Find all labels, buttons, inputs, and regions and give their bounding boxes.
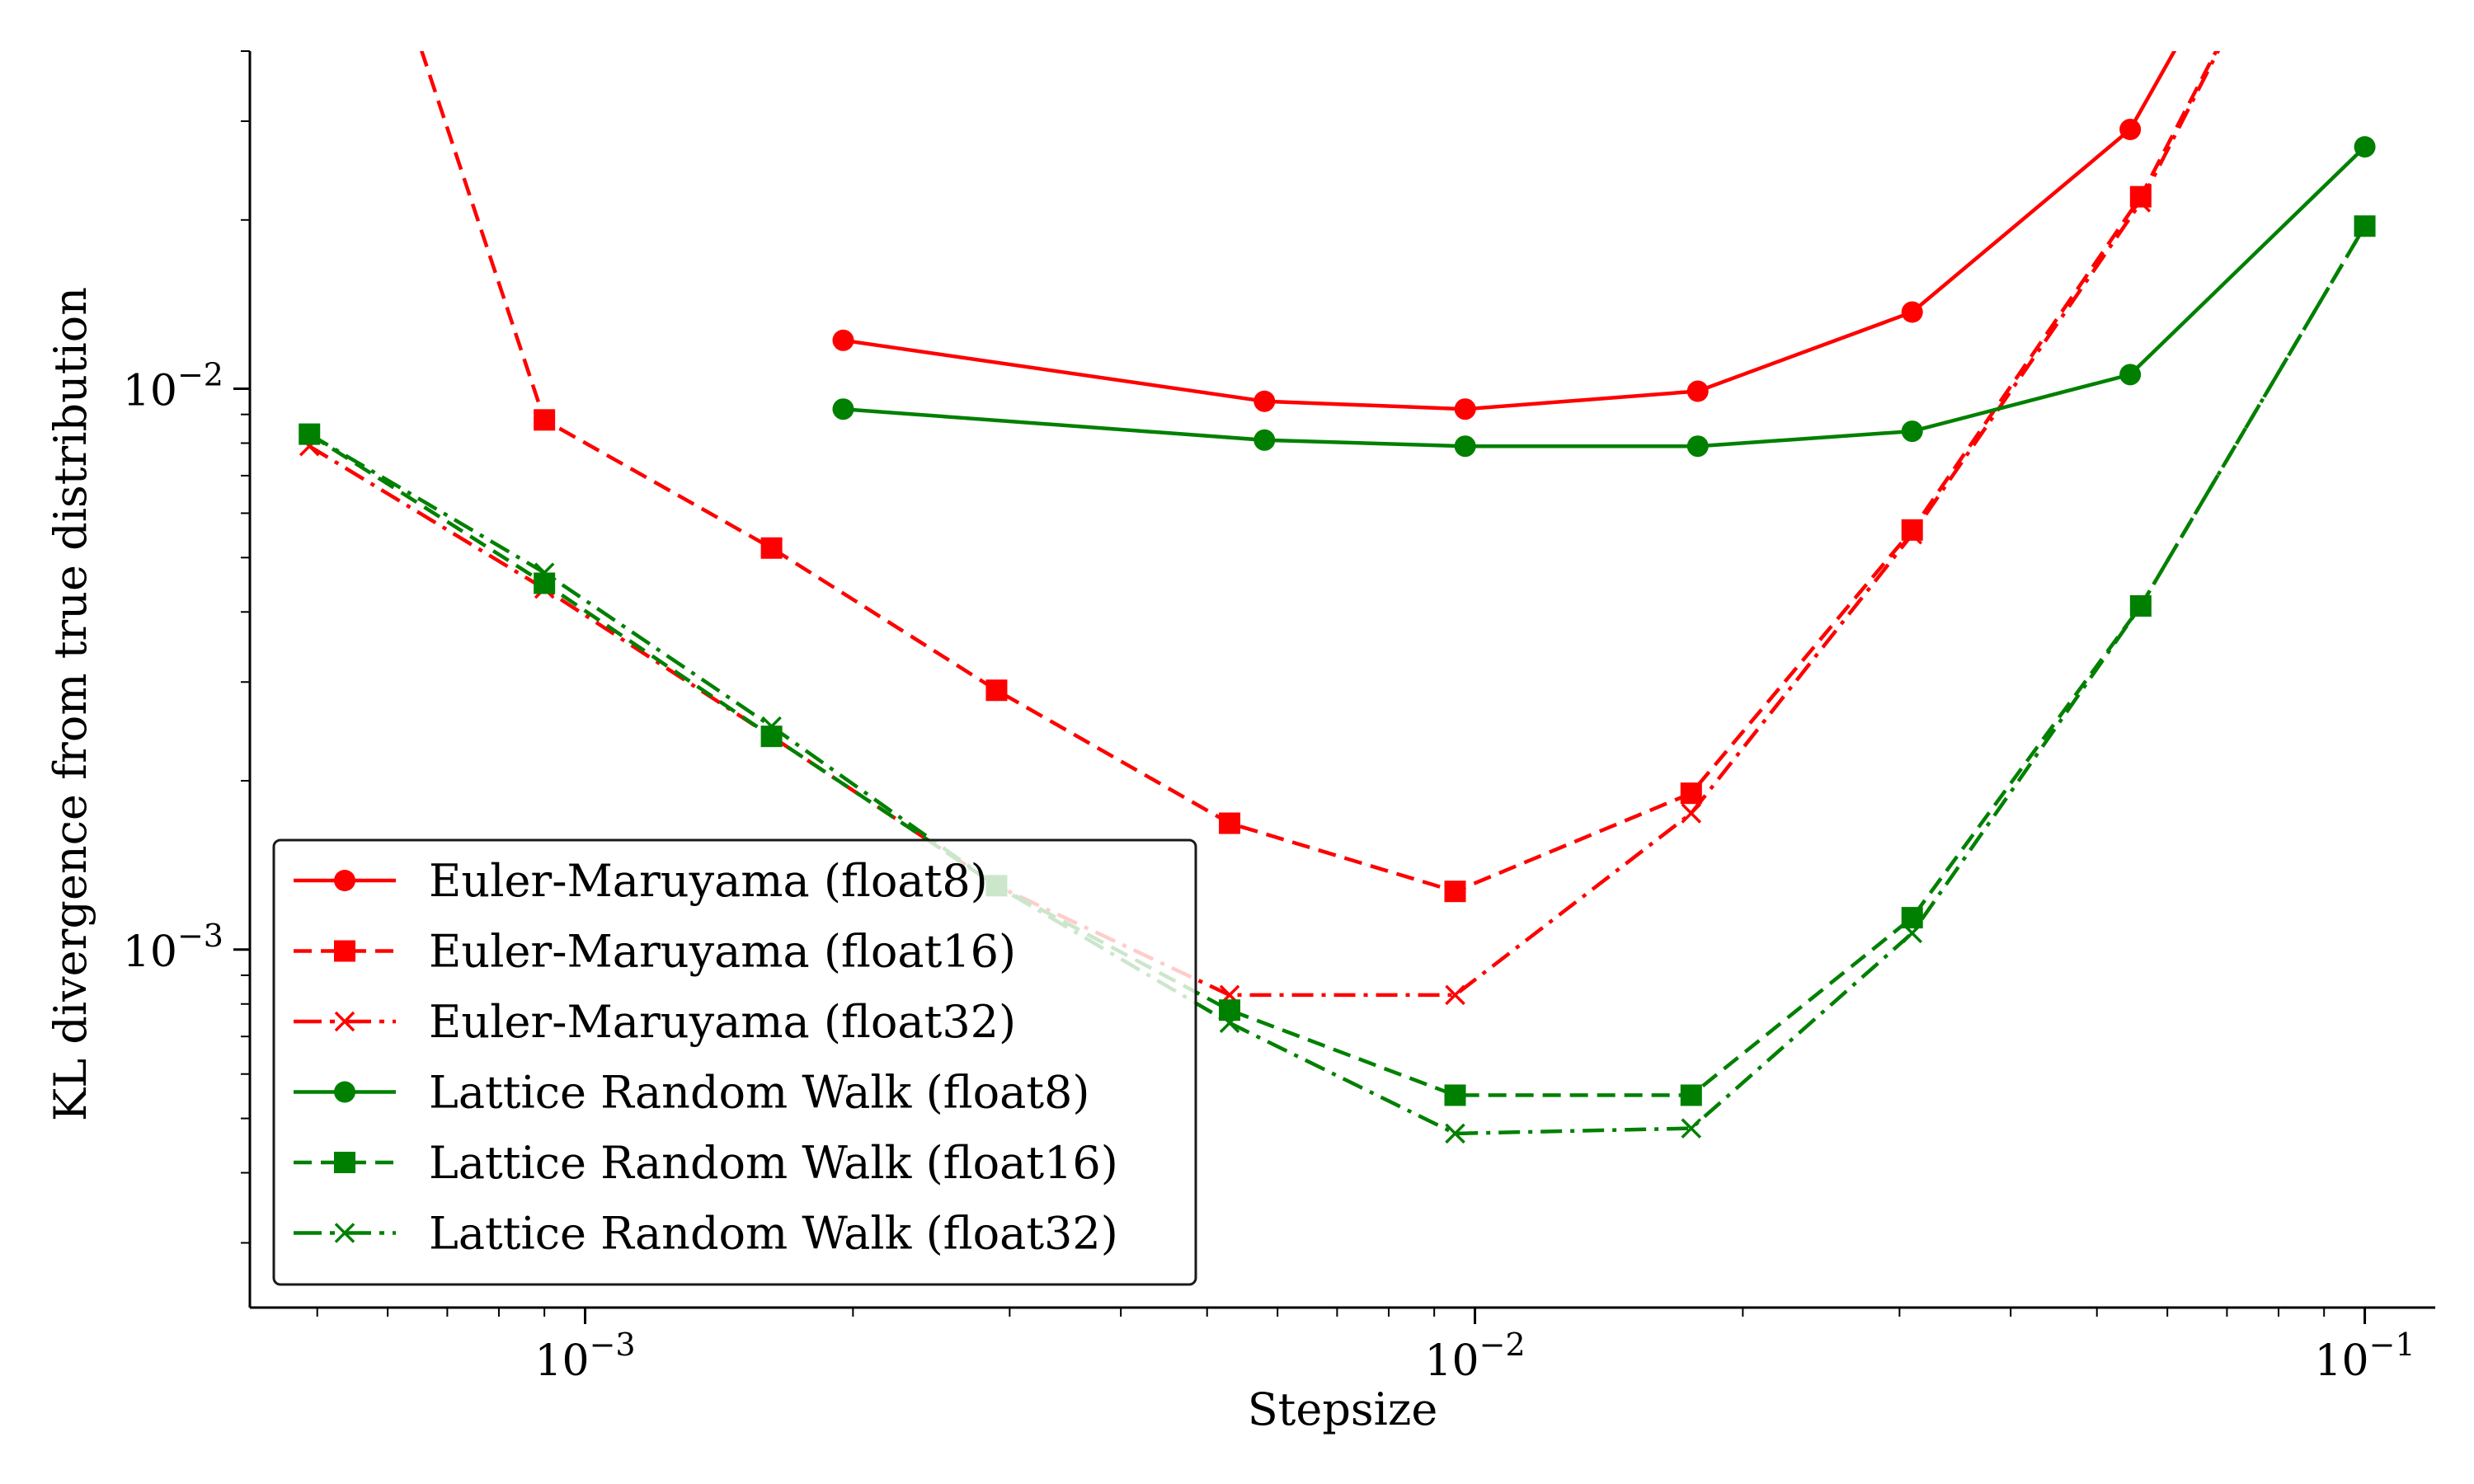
legend-item: Lattice Random Walk (float16) xyxy=(294,1137,1118,1189)
series-0 xyxy=(832,51,2177,420)
x-axis-label: Stepsize xyxy=(1248,1383,1438,1435)
series-line xyxy=(308,225,2367,1097)
data-point xyxy=(1680,782,1702,805)
data-point xyxy=(2130,192,2152,213)
legend-label: Euler-Maruyama (float16) xyxy=(429,926,1016,978)
series-line xyxy=(420,51,2218,894)
data-point xyxy=(2119,119,2142,141)
data-point xyxy=(1445,1123,1465,1144)
data-point xyxy=(534,409,556,431)
data-point xyxy=(534,572,556,594)
data-point xyxy=(761,716,782,737)
data-point xyxy=(985,679,1008,702)
x-tick-label: 10−3 xyxy=(534,1327,635,1386)
legend-marker xyxy=(334,870,355,891)
series-line xyxy=(308,51,2221,998)
data-point xyxy=(1901,301,1923,323)
series-layer xyxy=(299,51,2376,1144)
data-point xyxy=(1454,398,1476,420)
data-point xyxy=(2119,364,2142,386)
x-tick-label: 10−1 xyxy=(2314,1327,2415,1386)
legend-item: Euler-Maruyama (float32) xyxy=(294,996,1016,1048)
data-point xyxy=(760,537,783,559)
data-point xyxy=(2354,215,2375,237)
y-axis-label: KL divergence from true distribution xyxy=(45,287,96,1121)
data-point xyxy=(534,562,555,583)
data-point xyxy=(1902,923,1923,944)
x-tick-label: 10−2 xyxy=(1424,1327,1525,1386)
data-point xyxy=(1686,435,1709,458)
data-point xyxy=(760,726,783,748)
legend-label: Euler-Maruyama (float32) xyxy=(429,996,1016,1048)
series-1 xyxy=(420,51,2218,903)
data-point xyxy=(1681,1118,1702,1139)
legend-marker xyxy=(334,1011,355,1032)
legend-marker xyxy=(334,1152,355,1173)
data-point xyxy=(1253,390,1276,412)
y-tick-label: 10−3 xyxy=(123,918,223,977)
legend-item: Lattice Random Walk (float8) xyxy=(294,1067,1089,1119)
data-point xyxy=(1445,984,1465,1006)
data-point xyxy=(2130,595,2152,617)
data-point xyxy=(1680,1084,1702,1106)
data-point xyxy=(1681,803,1702,824)
legend-box xyxy=(272,838,1197,1286)
data-point xyxy=(1444,1084,1466,1106)
data-point xyxy=(1444,881,1466,903)
data-point xyxy=(1219,812,1241,834)
data-point xyxy=(832,398,854,420)
series-3 xyxy=(832,136,2376,458)
legend-label: Lattice Random Walk (float16) xyxy=(429,1137,1118,1189)
data-point xyxy=(1253,429,1276,451)
data-point xyxy=(1454,435,1476,458)
y-tick-label: 10−2 xyxy=(123,357,223,416)
legend-label: Lattice Random Walk (float8) xyxy=(429,1067,1089,1119)
data-point xyxy=(1686,380,1709,402)
data-point xyxy=(1901,420,1923,443)
legend-marker xyxy=(334,1081,355,1103)
data-point xyxy=(1902,524,1923,545)
data-point xyxy=(299,424,320,444)
data-point xyxy=(832,329,854,351)
legend-item: Euler-Maruyama (float8) xyxy=(294,855,988,907)
legend-label: Lattice Random Walk (float32) xyxy=(429,1208,1118,1260)
series-line xyxy=(308,225,2367,1136)
legend: Euler-Maruyama (float8) Euler-Maruyama (f… xyxy=(272,838,1197,1286)
data-point xyxy=(2354,136,2376,158)
legend-marker xyxy=(334,1223,355,1243)
legend-marker xyxy=(334,940,355,962)
legend-item: Euler-Maruyama (float16) xyxy=(294,926,1016,978)
data-point xyxy=(1219,1012,1240,1034)
legend-label: Euler-Maruyama (float8) xyxy=(429,855,988,907)
legend-item: Lattice Random Walk (float32) xyxy=(294,1208,1118,1260)
